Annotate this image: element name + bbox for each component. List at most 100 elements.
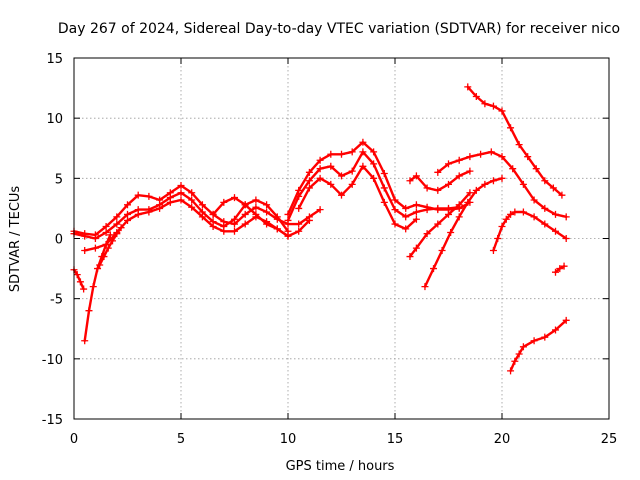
data-point xyxy=(552,268,559,276)
data-point xyxy=(316,206,324,214)
data-point xyxy=(466,167,474,175)
data-point xyxy=(412,172,420,180)
data-point xyxy=(552,326,559,334)
data-point xyxy=(76,278,84,286)
data-point xyxy=(327,162,335,170)
data-point xyxy=(380,184,388,192)
data-point xyxy=(370,174,378,182)
data-point xyxy=(412,201,420,209)
data-point xyxy=(316,174,324,182)
data-point xyxy=(562,213,570,221)
x-tick-label: 25 xyxy=(601,432,618,447)
data-point xyxy=(124,201,131,209)
series-arc-15 xyxy=(464,83,566,199)
data-point xyxy=(284,216,292,224)
series-line xyxy=(72,268,85,291)
data-point xyxy=(541,204,549,212)
data-point xyxy=(515,141,523,149)
series-arc-11 xyxy=(406,167,474,194)
data-point xyxy=(472,93,480,101)
data-point xyxy=(412,208,420,216)
data-point xyxy=(327,150,335,158)
data-point xyxy=(434,204,442,212)
data-point xyxy=(391,196,399,204)
series-arc-10 xyxy=(295,162,420,233)
data-point xyxy=(455,201,463,209)
data-point xyxy=(489,177,497,185)
data-point xyxy=(348,167,356,175)
data-point xyxy=(380,198,388,206)
data-point xyxy=(530,213,538,221)
data-point xyxy=(498,107,506,115)
data-point xyxy=(263,201,271,209)
data-point xyxy=(519,180,527,188)
series-arc-12 xyxy=(434,148,570,221)
data-point xyxy=(188,196,196,204)
data-point xyxy=(552,210,559,218)
data-point xyxy=(295,192,303,200)
data-point xyxy=(113,220,121,228)
y-tick-label: 10 xyxy=(46,112,63,127)
data-point xyxy=(209,222,217,230)
data-point xyxy=(85,307,93,315)
data-point xyxy=(421,283,429,291)
data-point xyxy=(445,210,452,218)
data-point xyxy=(295,220,303,228)
data-point xyxy=(455,172,463,180)
data-point xyxy=(124,216,131,224)
data-point xyxy=(316,165,324,173)
series-arc-9 xyxy=(284,148,463,224)
series-arc-5 xyxy=(81,231,114,345)
y-tick-label: -15 xyxy=(42,413,63,428)
data-point xyxy=(532,165,540,173)
data-point xyxy=(507,367,515,375)
data-point xyxy=(263,220,271,228)
data-point xyxy=(134,210,142,218)
data-point xyxy=(91,244,99,252)
data-point xyxy=(434,220,442,228)
series-arc-18 xyxy=(552,262,568,276)
y-tick-label: 15 xyxy=(46,52,63,67)
data-point xyxy=(231,194,238,202)
data-point xyxy=(423,206,431,214)
data-point xyxy=(481,100,489,108)
data-point xyxy=(511,208,519,216)
series-arc-17 xyxy=(507,316,570,375)
data-point xyxy=(466,153,474,161)
data-point xyxy=(541,177,549,185)
data-point xyxy=(100,253,108,261)
x-tick-label: 20 xyxy=(494,432,511,447)
data-point xyxy=(434,168,442,176)
data-point xyxy=(438,247,446,255)
data-point xyxy=(466,189,474,197)
data-point xyxy=(519,343,527,351)
series-arc-13 xyxy=(406,189,474,261)
data-point xyxy=(507,124,515,132)
data-point xyxy=(177,182,185,190)
plot-frame xyxy=(73,57,610,420)
data-point xyxy=(348,180,356,188)
data-point xyxy=(412,215,420,223)
data-point xyxy=(145,192,153,200)
series-arc-7 xyxy=(96,224,125,269)
data-point xyxy=(241,210,249,218)
data-point xyxy=(502,215,510,223)
grid xyxy=(74,58,609,419)
data-point xyxy=(558,191,566,199)
data-point xyxy=(556,265,564,273)
series-arc-14 xyxy=(421,174,506,291)
data-point xyxy=(445,204,452,212)
data-point xyxy=(263,208,271,216)
data-point xyxy=(177,196,185,204)
data-point xyxy=(81,247,89,255)
data-point xyxy=(241,220,249,228)
y-axis-label: SDTVAR / TECUs xyxy=(8,186,23,293)
data-point xyxy=(273,213,281,221)
x-tick-labels: 0 5 10 15 20 25 xyxy=(70,432,617,447)
data-point xyxy=(338,191,345,199)
data-point xyxy=(530,196,538,204)
data-point xyxy=(562,235,570,242)
x-tick-label: 10 xyxy=(280,432,297,447)
data-point xyxy=(338,150,345,158)
data-point xyxy=(541,333,549,341)
